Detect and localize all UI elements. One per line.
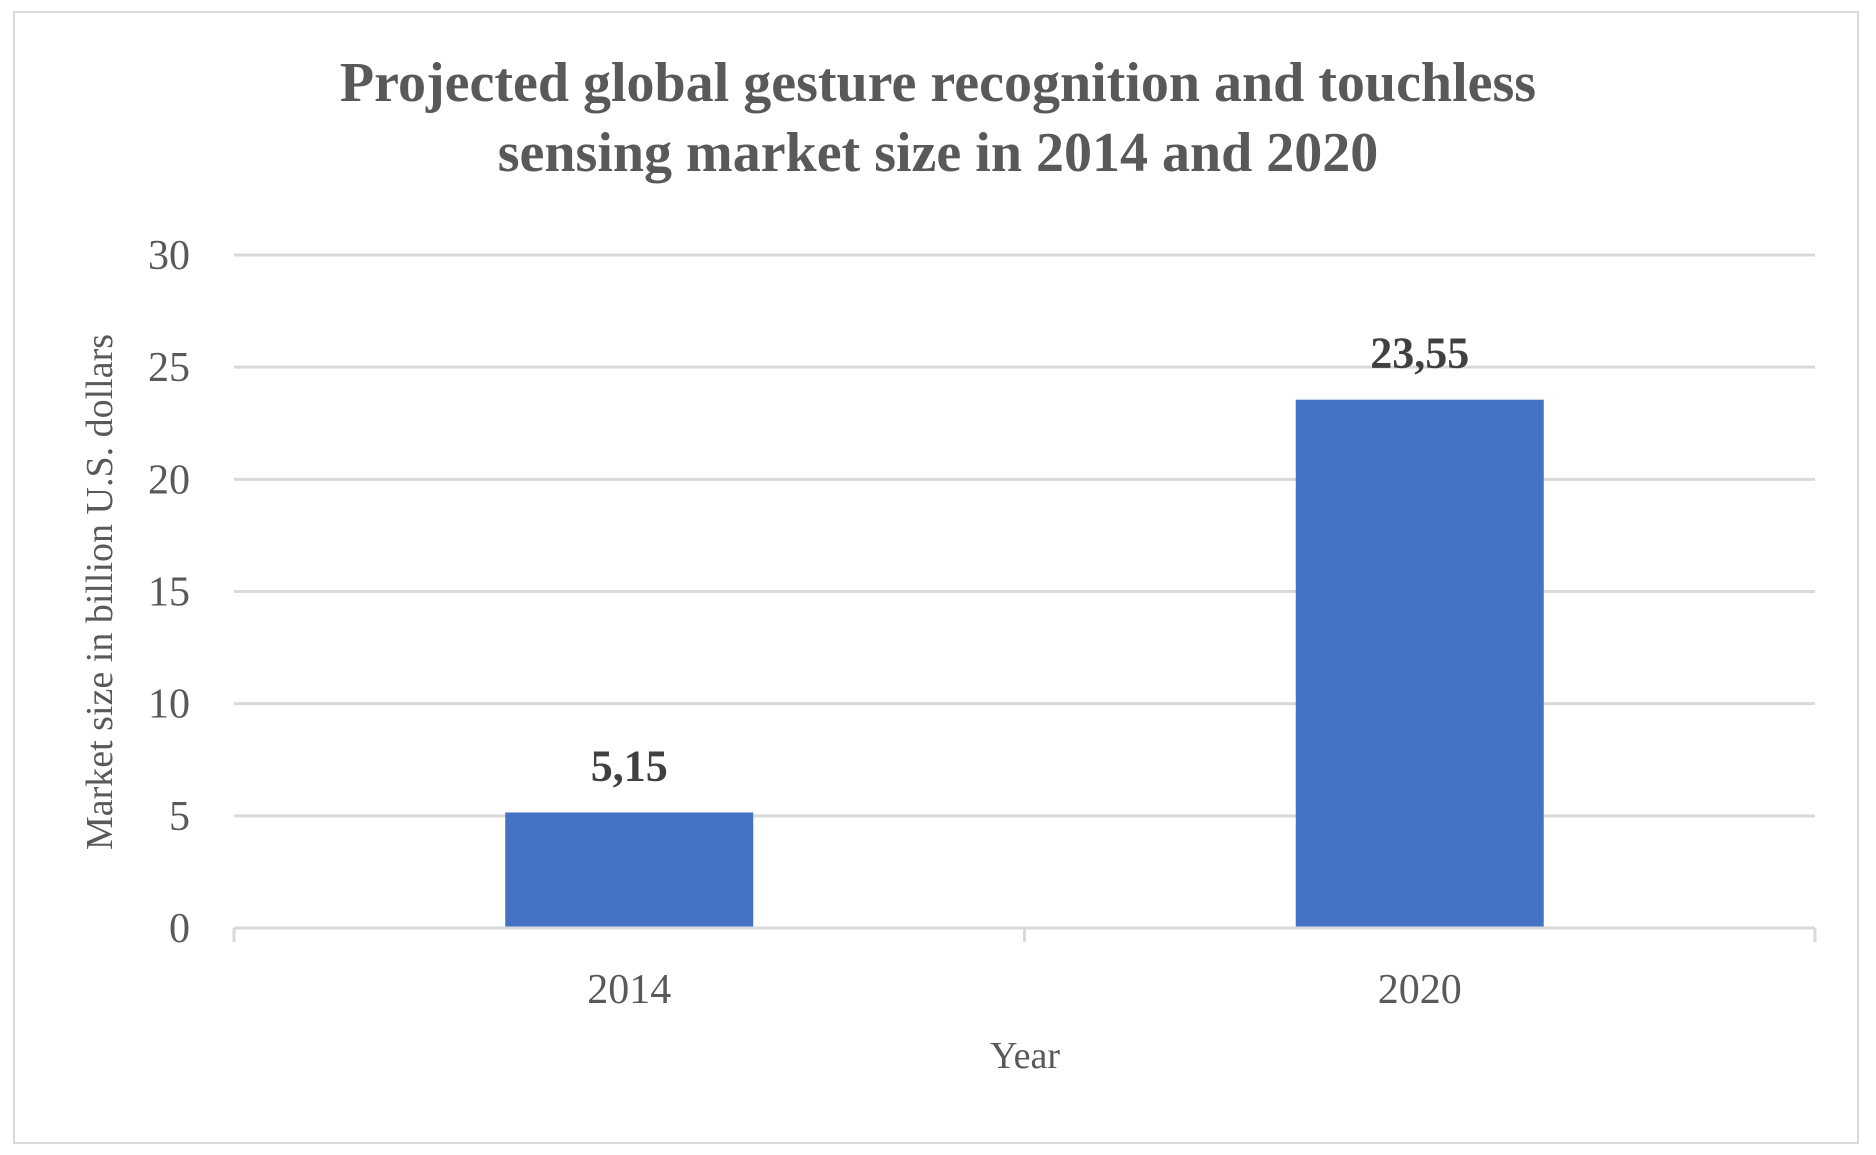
y-tick-label: 10: [148, 682, 190, 728]
gridlines: [234, 253, 1815, 818]
bar-2020: [1295, 399, 1544, 928]
chart-title-line-1: Projected global gesture recognition and…: [339, 52, 1537, 114]
x-axis-title: Year: [990, 1035, 1060, 1077]
chart-title: Projected global gesture recognition and…: [0, 48, 1876, 188]
y-tick-label: 25: [148, 345, 190, 391]
bar-2014: [505, 812, 754, 928]
y-tick-label: 0: [169, 906, 190, 952]
y-axis-title: Market size in billion U.S. dollars: [79, 334, 121, 850]
x-tick-label-2014: 2014: [587, 967, 671, 1013]
chart-frame: [13, 11, 1859, 1144]
data-label-2020: 23,55: [1370, 329, 1469, 378]
data-label-2014: 5,15: [591, 741, 668, 790]
x-tick-label-2020: 2020: [1378, 967, 1462, 1013]
y-tick-label: 15: [148, 570, 190, 616]
y-tick-labels: 0 5 10 15 20 25 30: [148, 233, 190, 952]
bars: [505, 399, 1544, 928]
y-tick-label: 20: [148, 457, 190, 503]
y-tick-label: 5: [169, 794, 190, 840]
data-labels: 5,15 23,55: [591, 329, 1470, 791]
chart-title-line-2: sensing market size in 2014 and 2020: [497, 122, 1379, 184]
y-tick-label: 30: [148, 233, 190, 279]
x-tick-labels: 2014 2020: [587, 967, 1462, 1013]
x-axis: [232, 926, 1817, 942]
